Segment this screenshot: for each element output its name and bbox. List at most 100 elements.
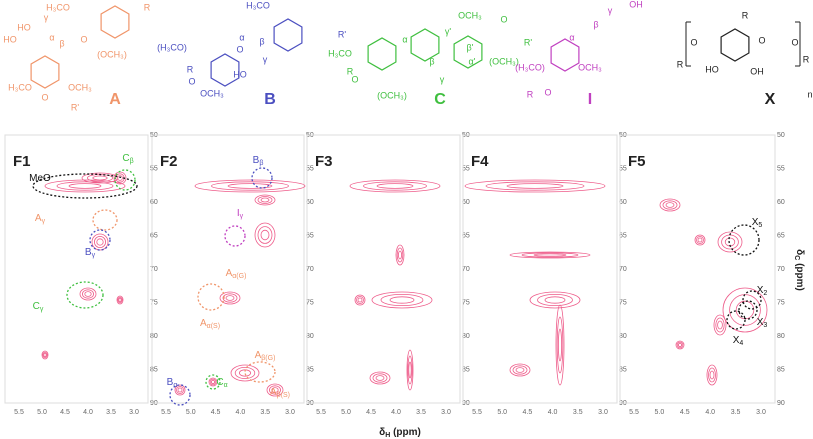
y-tick-label: 60 [462, 199, 470, 206]
ring [453, 35, 483, 69]
contour [512, 365, 528, 375]
y-tick-label: 80 [777, 333, 785, 340]
structure-text: OCH₃ [200, 88, 224, 98]
ring [550, 38, 580, 72]
annotation-circle [89, 229, 111, 251]
structure-text: R [144, 2, 151, 12]
structure-text: α [49, 32, 54, 42]
annotation-circle [738, 300, 758, 320]
contour [91, 233, 109, 251]
annotation: Bβ [253, 155, 264, 168]
annotation-circle [224, 225, 246, 247]
annotation: X5 [752, 217, 763, 230]
contour [227, 183, 273, 189]
label-base: C [216, 377, 223, 388]
label-base: C [122, 153, 129, 164]
label-sub: β [130, 158, 134, 165]
contour [357, 297, 363, 303]
annotation-circle [251, 167, 273, 189]
contour [408, 361, 412, 379]
y-tick-label: 90 [777, 400, 785, 407]
panel-frame [462, 134, 618, 404]
y-tick-label: 70 [462, 266, 470, 273]
y-tick-label: 55 [306, 165, 314, 172]
panel-frame [306, 134, 461, 404]
y-tick-label: 85 [150, 366, 158, 373]
x-tick-label: 5.0 [497, 409, 507, 416]
annotation: Aα(S) [200, 318, 220, 331]
x-tick-label: 4.5 [523, 409, 533, 416]
structure-text: HO [233, 69, 247, 79]
contour [676, 341, 684, 349]
label-sub: β(S) [277, 392, 290, 399]
contour [397, 250, 402, 260]
contour [211, 181, 289, 191]
x-tick-label: 5.5 [629, 409, 639, 416]
contour [234, 366, 256, 379]
contour [537, 293, 573, 306]
label-base: A [226, 268, 233, 279]
structure-text: O [351, 74, 358, 84]
annotation-circle [114, 169, 136, 191]
contour [678, 342, 683, 347]
annotation: Aβ(S) [270, 387, 290, 400]
label-sub: 4 [739, 340, 743, 347]
contour [708, 367, 716, 383]
annotation-circle [726, 310, 746, 330]
annotation: Cα [216, 377, 227, 390]
x-tick-label: 5.5 [161, 409, 171, 416]
contour [96, 238, 104, 246]
contour [225, 295, 235, 301]
x-tick-label: 3.5 [106, 409, 116, 416]
structure-text: R' [524, 37, 532, 47]
contour [41, 350, 49, 360]
structure-text: (OCH₃) [97, 49, 127, 59]
contour [717, 231, 743, 253]
structure-label: B [264, 91, 276, 108]
contour [260, 229, 270, 241]
y-tick-label: 55 [462, 165, 470, 172]
x-tick-label: 4.5 [211, 409, 221, 416]
contour [715, 317, 725, 333]
contour [395, 244, 405, 266]
annotation: Cγ [33, 301, 44, 314]
ring [273, 18, 303, 52]
y-tick-label: 80 [462, 333, 470, 340]
contour [174, 384, 186, 396]
structure-text: R [187, 64, 194, 74]
y-tick-label: 65 [619, 232, 627, 239]
contour [558, 328, 563, 362]
annotation: Bα [167, 377, 178, 390]
y-tick-label: 70 [150, 266, 158, 273]
y-tick-label: 75 [619, 299, 627, 306]
y-tick-label: 70 [777, 266, 785, 273]
x-tick-label: 3.0 [598, 409, 608, 416]
contour [380, 293, 424, 306]
contour [42, 351, 48, 359]
structure-label: A [109, 91, 121, 108]
contour [515, 367, 525, 373]
ring [210, 53, 240, 87]
structure-text: R [803, 54, 810, 64]
contour [222, 293, 238, 303]
y-tick-label: 80 [619, 333, 627, 340]
structure-text: HO [17, 22, 31, 32]
contour [208, 377, 218, 387]
contour [509, 363, 531, 377]
contour [254, 222, 276, 248]
structure-text: H₃CO [246, 0, 270, 10]
structure-text: β' [467, 42, 474, 52]
contour [389, 296, 415, 304]
x-tick-label: 5.0 [186, 409, 196, 416]
panel-frame [4, 134, 149, 404]
x-tick-label: 4.0 [83, 409, 93, 416]
structure-text: HO [3, 34, 17, 44]
x-tick-label: 4.0 [391, 409, 401, 416]
label-sub: 2 [763, 290, 767, 297]
structure-text: α [569, 32, 574, 42]
contour [177, 387, 183, 393]
annotation-circle [728, 224, 760, 256]
structure-text: H₃CO [328, 48, 352, 58]
panel-label: F1 [13, 153, 31, 170]
